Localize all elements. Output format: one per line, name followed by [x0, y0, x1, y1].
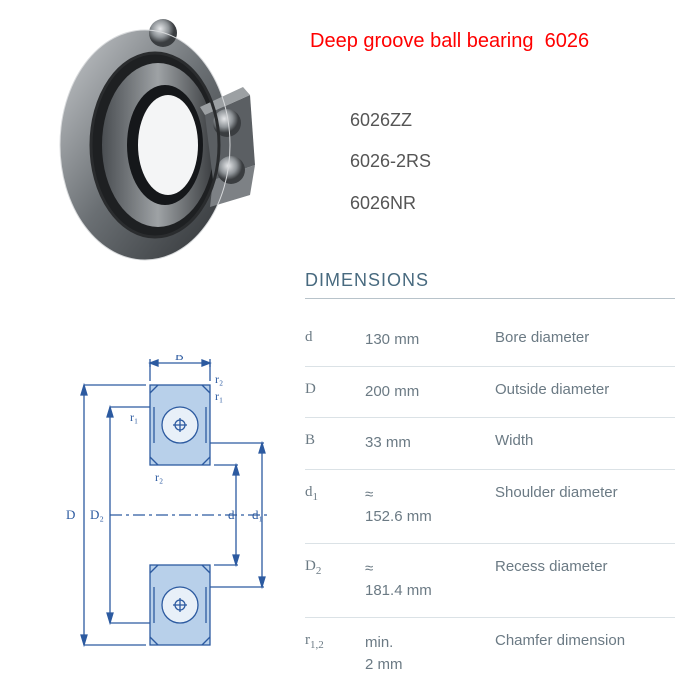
- variant-item: 6026ZZ: [350, 100, 431, 141]
- svg-text:D₂: D₂: [90, 507, 104, 522]
- dim-desc: Shoulder diameter: [495, 484, 675, 501]
- dim-row: r1,2 min. 2 mm Chamfer dimension: [305, 618, 675, 691]
- svg-text:d: d: [228, 507, 235, 522]
- dim-value: ≈ 181.4 mm: [365, 558, 495, 603]
- svg-text:r₁: r₁: [130, 410, 138, 424]
- svg-text:d₁: d₁: [252, 507, 263, 522]
- variant-list: 6026ZZ 6026-2RS 6026NR: [350, 100, 431, 224]
- title-code: 6026: [545, 30, 590, 52]
- dim-value: 33 mm: [365, 432, 495, 455]
- svg-text:r₂: r₂: [215, 372, 223, 386]
- dim-symbol: d1: [305, 484, 365, 503]
- product-title: Deep groove ball bearing 6026: [310, 30, 589, 53]
- dim-row: D2 ≈ 181.4 mm Recess diameter: [305, 544, 675, 618]
- title-text: Deep groove ball bearing: [310, 30, 534, 52]
- dim-symbol: D: [305, 381, 365, 400]
- dim-symbol: D2: [305, 558, 365, 577]
- dim-value: 130 mm: [365, 329, 495, 352]
- dim-symbol: B: [305, 432, 365, 451]
- svg-text:r₂: r₂: [155, 470, 163, 484]
- dim-row: d 130 mm Bore diameter: [305, 315, 675, 367]
- dim-desc: Width: [495, 432, 675, 449]
- variant-item: 6026-2RS: [350, 141, 431, 182]
- dim-symbol: d: [305, 329, 365, 348]
- dim-row: D 200 mm Outside diameter: [305, 367, 675, 419]
- technical-drawing: B r₂ r₁ r₁ r₂: [60, 355, 290, 675]
- heading-rule: [305, 298, 675, 299]
- dim-value: ≈ 152.6 mm: [365, 484, 495, 529]
- svg-text:r₁: r₁: [215, 389, 223, 403]
- bearing-illustration: [55, 15, 260, 265]
- dim-value: min. 2 mm: [365, 632, 495, 677]
- dim-desc: Chamfer dimension: [495, 632, 675, 649]
- dim-desc: Bore diameter: [495, 329, 675, 346]
- dim-row: B 33 mm Width: [305, 418, 675, 470]
- dim-value: 200 mm: [365, 381, 495, 404]
- dimensions-table: d 130 mm Bore diameter D 200 mm Outside …: [305, 315, 675, 691]
- svg-text:B: B: [175, 355, 184, 363]
- svg-text:D: D: [66, 507, 75, 522]
- dim-desc: Recess diameter: [495, 558, 675, 575]
- dim-desc: Outside diameter: [495, 381, 675, 398]
- variant-item: 6026NR: [350, 183, 431, 224]
- dim-row: d1 ≈ 152.6 mm Shoulder diameter: [305, 470, 675, 544]
- dimensions-heading: DIMENSIONS: [305, 270, 429, 291]
- dim-symbol: r1,2: [305, 632, 365, 651]
